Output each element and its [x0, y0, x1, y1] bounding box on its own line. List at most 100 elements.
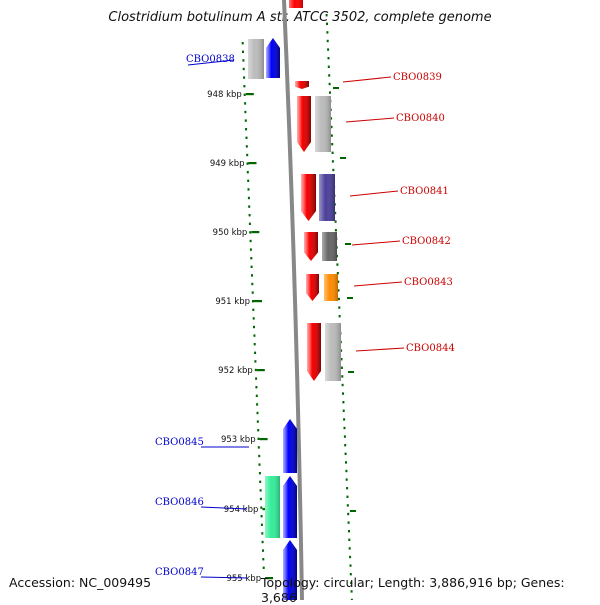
outer-tick: [326, 22, 328, 25]
gene-label: CBO0847: [155, 567, 204, 578]
inner-tick-ring: [241, 42, 265, 569]
gene-CBO0838-partner: [248, 39, 264, 79]
gene-CBO0842-arrow-shade: [304, 232, 318, 261]
inner-tick: [246, 153, 249, 157]
outer-tick: [342, 401, 345, 404]
outer-tick: [337, 289, 340, 292]
outer-tick: [345, 469, 348, 473]
topology-text: Topology: circular; Length: 3,886,916 bp…: [261, 575, 565, 605]
label-leader: [349, 190, 399, 197]
gene-CBO0844-partner: [325, 323, 341, 381]
gene-CBO0842-partner: [322, 232, 337, 261]
gene-CBO0843-partner: [324, 274, 338, 301]
outer-tick: [337, 280, 340, 283]
outer-tick: [328, 82, 331, 86]
outer-major-tick: [348, 371, 354, 373]
inner-tick: [246, 162, 249, 165]
gene-label: CBO0840: [396, 113, 445, 124]
major-tick: [251, 231, 260, 234]
genome-backbone: [282, 0, 304, 600]
inner-tick: [251, 291, 254, 294]
outer-tick: [347, 521, 350, 524]
inner-tick: [243, 76, 246, 79]
gene-CBO0843-arrow: [306, 274, 319, 301]
inner-tick: [253, 343, 256, 346]
gene-CBO0844-partner-shade: [325, 323, 341, 381]
outer-tick: [345, 461, 347, 464]
outer-tick: [334, 229, 337, 232]
outer-tick: [331, 160, 334, 163]
inner-tick: [256, 403, 259, 406]
major-tick: [256, 369, 265, 372]
outer-tick: [331, 151, 334, 154]
outer-tick: [344, 444, 347, 447]
scale-label: 954 kbp: [224, 505, 259, 515]
inner-tick: [256, 411, 259, 415]
outer-tick: [346, 495, 349, 498]
gene-CBO0839-arrow: [295, 81, 309, 89]
gene-CBO0840-arrow: [297, 96, 311, 152]
outer-tick: [350, 598, 353, 600]
inner-tick: [259, 489, 262, 492]
outer-tick: [349, 564, 352, 567]
gene-CBO0838-arrow: [266, 38, 280, 78]
gene-CBO0841-partner-shade: [319, 174, 335, 221]
scale-label: 951 kbp: [215, 297, 250, 307]
gene-CBO0846-partner: [265, 476, 280, 538]
gene-CBO0838-partner-shade: [248, 39, 264, 79]
outer-tick: [334, 220, 337, 223]
scale-label: 950 kbp: [213, 228, 248, 238]
outer-tick: [326, 31, 329, 34]
inner-tick: [242, 50, 244, 53]
outer-major-tick: [333, 87, 339, 89]
inner-tick: [252, 308, 255, 311]
inner-tick: [256, 420, 259, 423]
inner-tick: [257, 437, 260, 440]
gene-top-partial-shade: [289, 0, 303, 8]
inner-tick: [262, 566, 265, 569]
outer-major-tick: [345, 243, 351, 245]
inner-tick: [249, 239, 252, 243]
gene-CBO0840-partner: [315, 96, 331, 152]
outer-tick: [337, 297, 340, 301]
major-tick: [245, 93, 254, 96]
gene-CBO0838-arrow-shade: [266, 38, 280, 78]
inner-tick: [259, 480, 262, 483]
outer-tick: [338, 315, 341, 318]
inner-tick: [248, 214, 251, 217]
inner-tick: [250, 257, 253, 260]
outer-tick: [341, 383, 344, 387]
outer-major-tick: [340, 157, 346, 159]
outer-tick: [330, 125, 333, 129]
inner-tick: [241, 42, 244, 45]
gene-label: CBO0842: [402, 236, 451, 247]
gene-CBO0846-partner-shade: [265, 476, 280, 538]
inner-tick: [248, 205, 251, 208]
scale-label: 953 kbp: [221, 435, 256, 445]
gene-CBO0841-partner: [319, 174, 335, 221]
outer-tick: [342, 392, 344, 395]
inner-tick: [253, 334, 256, 337]
outer-tick: [340, 349, 343, 352]
inner-tick: [260, 523, 263, 526]
inner-tick: [243, 93, 246, 96]
outer-tick: [346, 487, 349, 490]
outer-tick: [342, 409, 345, 412]
inner-tick: [252, 317, 255, 320]
inner-tick: [251, 282, 254, 286]
inner-tick: [247, 179, 250, 182]
major-tick: [254, 300, 262, 303]
major-tick: [265, 577, 274, 580]
label-leader: [187, 59, 235, 66]
inner-tick: [250, 265, 253, 268]
major-tick: [248, 162, 257, 165]
inner-tick: [245, 136, 248, 139]
outer-tick: [336, 272, 339, 275]
label-leader: [345, 117, 395, 123]
label-leader: [355, 347, 405, 352]
inner-tick: [253, 325, 255, 329]
inner-tick: [249, 231, 252, 234]
outer-tick: [338, 306, 341, 309]
gene-label: CBO0838: [186, 54, 235, 65]
